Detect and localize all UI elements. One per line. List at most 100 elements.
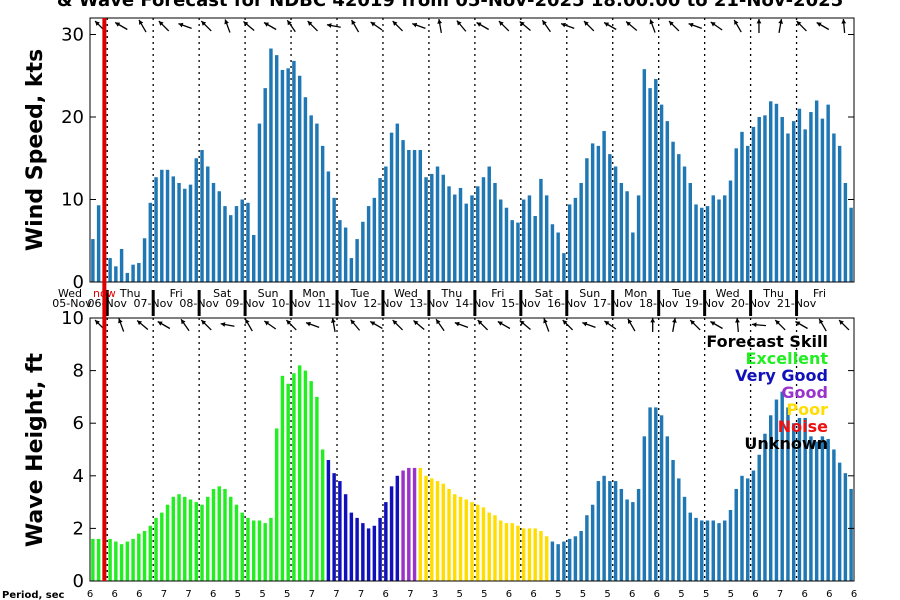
now-line: [102, 18, 107, 581]
period-value: 6: [530, 589, 536, 600]
direction-arrow: [180, 318, 190, 332]
bar: [211, 183, 216, 282]
bar: [401, 470, 405, 581]
bar: [728, 180, 733, 282]
bar: [481, 507, 486, 581]
bar: [355, 517, 359, 581]
direction-arrow: [650, 318, 656, 332]
direction-arrow: [560, 22, 575, 30]
bar: [251, 234, 256, 282]
bar: [826, 104, 830, 282]
bar: [206, 166, 210, 282]
bar: [567, 538, 572, 581]
period-value: 6: [826, 589, 832, 600]
bar: [688, 183, 693, 282]
bar: [585, 515, 589, 581]
bar: [177, 183, 181, 282]
bar: [510, 220, 514, 282]
y-tick-label: 8: [73, 361, 84, 382]
day-separator: [657, 290, 661, 316]
bar: [108, 258, 112, 282]
direction-arrow: [454, 321, 469, 329]
bar: [338, 481, 342, 581]
bar: [671, 141, 675, 282]
bar: [820, 436, 825, 581]
bar: [700, 520, 704, 581]
direction-arrow: [392, 319, 404, 331]
day-separator: [565, 290, 569, 316]
period-value: 5: [604, 589, 610, 600]
period-value: 5: [728, 589, 734, 600]
direction-arrow: [456, 20, 467, 32]
bar: [774, 399, 779, 581]
bar: [596, 481, 601, 581]
direction-arrow: [118, 318, 125, 332]
bar: [780, 117, 784, 282]
day-of-week-label: Tue: [350, 287, 370, 300]
now-marker: now: [93, 18, 116, 581]
bar: [91, 239, 95, 282]
bar: [114, 266, 118, 282]
bar: [292, 373, 296, 581]
day-of-week-label: Sat: [213, 287, 232, 300]
y-tick-label: 10: [61, 308, 84, 329]
bar: [521, 199, 526, 282]
day-of-week-label: Sat: [535, 287, 554, 300]
direction-arrow: [136, 320, 149, 330]
direction-arrow: [582, 321, 596, 329]
bar: [165, 504, 170, 581]
period-value: 6: [383, 589, 389, 600]
wave-height-panel: 0 2 4 6 8 10 Wave Height, ft Forecast Skill E…: [23, 308, 855, 592]
day-of-week-label: Thu: [762, 287, 784, 300]
y-tick-label: 10: [61, 190, 84, 211]
bar: [665, 436, 670, 581]
direction-arrow: [778, 18, 784, 34]
bar: [171, 176, 176, 282]
bar: [200, 504, 204, 581]
bar: [734, 148, 738, 282]
bar: [349, 512, 354, 581]
period-value: 7: [161, 589, 167, 600]
bar: [96, 538, 101, 581]
direction-arrow: [157, 320, 171, 330]
bar: [91, 538, 95, 581]
bar: [631, 502, 635, 581]
bar: [590, 504, 595, 581]
bar: [435, 481, 440, 581]
bar: [803, 129, 807, 282]
day-separator: [335, 290, 339, 316]
direction-arrow: [541, 19, 551, 33]
bar: [843, 183, 848, 282]
bar: [303, 97, 308, 282]
bar: [114, 541, 118, 581]
period-value: 7: [777, 589, 783, 600]
direction-arrow: [200, 20, 212, 32]
bar: [751, 470, 756, 581]
direction-arrow: [818, 318, 827, 332]
bar: [194, 502, 198, 581]
bar: [464, 499, 468, 581]
direction-arrow: [498, 20, 510, 32]
bar: [441, 174, 446, 282]
bar: [332, 197, 336, 282]
bar: [544, 195, 549, 282]
bar: [654, 79, 658, 282]
bar: [183, 496, 187, 581]
bar: [786, 133, 790, 282]
day-separator: [611, 290, 615, 316]
bar: [608, 481, 612, 581]
bar: [544, 536, 549, 581]
bar: [814, 441, 819, 581]
bar: [297, 75, 302, 282]
y-tick-label: 2: [73, 518, 84, 539]
bar: [223, 488, 227, 581]
y-tick-label: 30: [61, 25, 84, 46]
direction-arrow: [263, 21, 277, 31]
day-of-week-label: Fri: [491, 287, 504, 300]
day-of-week-label: Sun: [258, 287, 279, 300]
day-of-week-label: Fri: [813, 287, 826, 300]
bar: [625, 191, 629, 282]
bar: [671, 460, 675, 581]
bar: [441, 483, 446, 581]
bar: [401, 140, 405, 282]
